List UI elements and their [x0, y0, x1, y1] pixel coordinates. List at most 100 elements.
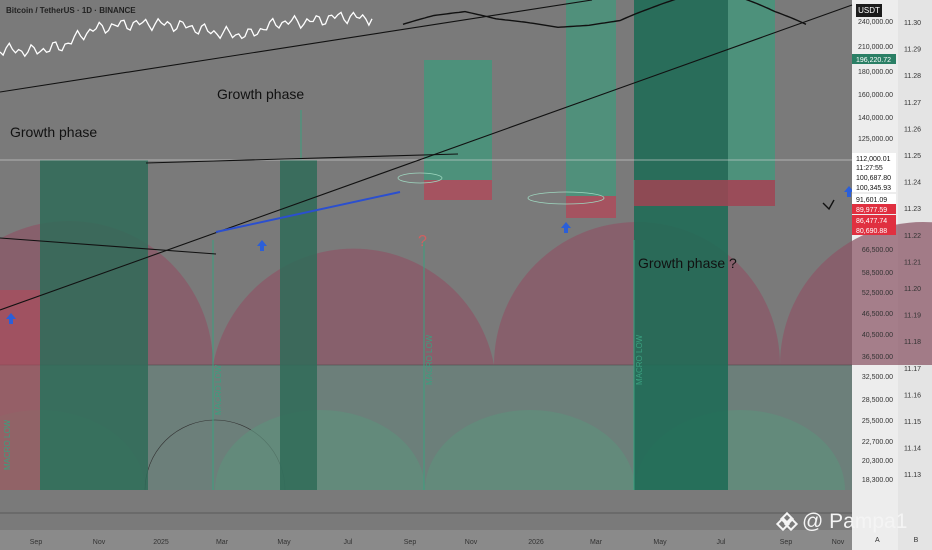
- secondary-tick-label: 11.15: [904, 419, 921, 426]
- trendline: [0, 4, 853, 311]
- y-tick-label: 32,500.00: [862, 374, 893, 381]
- price-tag-label: 89,977.59: [856, 207, 887, 214]
- red-zone: [424, 180, 492, 200]
- y-tick-label: 125,000.00: [858, 136, 893, 143]
- secondary-tick-label: 11.21: [904, 259, 921, 266]
- y-tick-label: 22,700.00: [862, 439, 893, 446]
- y-tick-label: 66,500.00: [862, 247, 893, 254]
- growth-phase-label: Growth phase: [217, 86, 304, 102]
- trendlines: [0, 0, 853, 311]
- price-tag: [852, 54, 896, 64]
- x-tick-label: May: [277, 539, 291, 546]
- trendline: [145, 153, 459, 164]
- y-tick-label: 140,000.00: [858, 115, 893, 122]
- secondary-tick-label: 11.24: [904, 180, 921, 187]
- green-zone: [40, 160, 148, 490]
- price-tag-label: 80,690.88: [856, 228, 887, 235]
- price-tag-label: 196,220.72: [856, 57, 891, 64]
- tradingview-logo-icon: [775, 511, 799, 532]
- price-tag: [852, 204, 896, 214]
- trendline: [0, 0, 593, 93]
- price-tag-label: 100,345.93: [856, 185, 891, 192]
- up-arrow-icon: [6, 313, 16, 324]
- y-tick-label: 180,000.00: [858, 69, 893, 76]
- green-zone: [634, 0, 728, 490]
- y-tick-label: 58,500.00: [862, 270, 893, 277]
- price-axis: 240,000.00 210,000.00 180,000.00 160,000.00…: [858, 19, 893, 484]
- corner-badge-b[interactable]: B: [913, 537, 919, 544]
- vertical-markers: [212, 110, 635, 490]
- secondary-tick-label: 11.23: [904, 206, 921, 213]
- green-zone: [280, 160, 317, 490]
- y-tick-label: 20,300.00: [862, 458, 893, 465]
- secondary-tick-label: 11.22: [904, 233, 921, 240]
- secondary-tick-label: 11.26: [904, 126, 921, 133]
- secondary-tick-label: 11.29: [904, 47, 921, 54]
- secondary-tick-label: 11.16: [904, 392, 921, 399]
- x-tick-label: 2025: [153, 539, 169, 546]
- green-zone: [424, 60, 492, 180]
- cycle-arc: [215, 410, 425, 490]
- macro-low-label: MACRO LOW: [3, 419, 12, 470]
- macro-low-label: MACRO LOW: [214, 364, 223, 415]
- y-tick-label: 240,000.00: [858, 19, 893, 26]
- secondary-tick-label: 11.17: [904, 366, 921, 373]
- price-tag-label: 11:27:55: [856, 165, 883, 172]
- blue-arrows: [6, 186, 854, 324]
- currency-label[interactable]: USDT: [856, 4, 882, 17]
- red-zone: [634, 180, 775, 206]
- chart-title: Bitcoin / TetherUS · 1D · BINANCE: [6, 6, 136, 15]
- secondary-tick-label: 11.27: [904, 100, 921, 107]
- y-tick-label: 28,500.00: [862, 397, 893, 404]
- x-tick-label: Jul: [717, 539, 726, 546]
- low-ellipse: [527, 191, 605, 205]
- secondary-tick-label: 11.20: [904, 286, 921, 293]
- time-axis-background: [0, 530, 852, 550]
- x-tick-label: Sep: [404, 539, 417, 546]
- y-tick-label: 25,500.00: [862, 418, 893, 425]
- time-axis: Sep Nov 2025 Mar May Jul Sep Nov 2026 Mar May Jul Se…: [30, 539, 845, 546]
- cycle-arc: [780, 222, 932, 365]
- y-tick-label: 40,500.00: [862, 332, 893, 339]
- price-tag: [852, 225, 896, 235]
- growth-phase-label: Growth phase: [10, 124, 97, 140]
- red-zone: [566, 196, 616, 218]
- price-tag: [852, 215, 896, 225]
- secondary-tick-label: 11.14: [904, 446, 921, 453]
- cycle-arc: [425, 410, 635, 490]
- y-tick-label: 160,000.00: [858, 92, 893, 99]
- price-tag: [852, 194, 896, 204]
- price-tag: [852, 153, 896, 163]
- x-tick-label: Nov: [93, 539, 106, 546]
- corner-badge-a[interactable]: A: [875, 537, 880, 544]
- secondary-tick-label: 11.13: [904, 472, 921, 479]
- x-tick-label: Mar: [590, 539, 603, 546]
- up-arrow-icon: [561, 222, 571, 233]
- x-tick-label: Nov: [832, 539, 845, 546]
- y-tick-label: 46,500.00: [862, 311, 893, 318]
- x-tick-label: Sep: [30, 539, 43, 546]
- x-tick-label: May: [653, 539, 667, 546]
- trendline: [0, 237, 217, 255]
- x-tick-label: Jul: [344, 539, 353, 546]
- secondary-tick-label: 11.28: [904, 73, 921, 80]
- green-zones: [40, 0, 775, 490]
- support-line: [215, 191, 401, 233]
- price-tag: [852, 172, 896, 182]
- secondary-tick-label: 11.25: [904, 153, 921, 160]
- price-tag-label: 100,687.80: [856, 175, 891, 182]
- price-series-line: [0, 11, 373, 58]
- secondary-tick-label: 11.30: [904, 20, 921, 27]
- price-tag-label: 86,477.74: [856, 218, 887, 225]
- x-tick-label: Mar: [216, 539, 229, 546]
- price-tag: [852, 162, 896, 172]
- axis-settings[interactable]: A B: [875, 537, 918, 544]
- green-zone: [728, 0, 775, 180]
- x-tick-label: Nov: [465, 539, 478, 546]
- y-tick-label: 210,000.00: [858, 44, 893, 51]
- watermark-text: @ Pampa1: [802, 510, 908, 533]
- macro-low-label: MACRO LOW: [425, 334, 434, 385]
- secondary-axis: 11.30 11.29 11.28 11.27 11.26 11.25 11.24 11.23…: [904, 20, 921, 479]
